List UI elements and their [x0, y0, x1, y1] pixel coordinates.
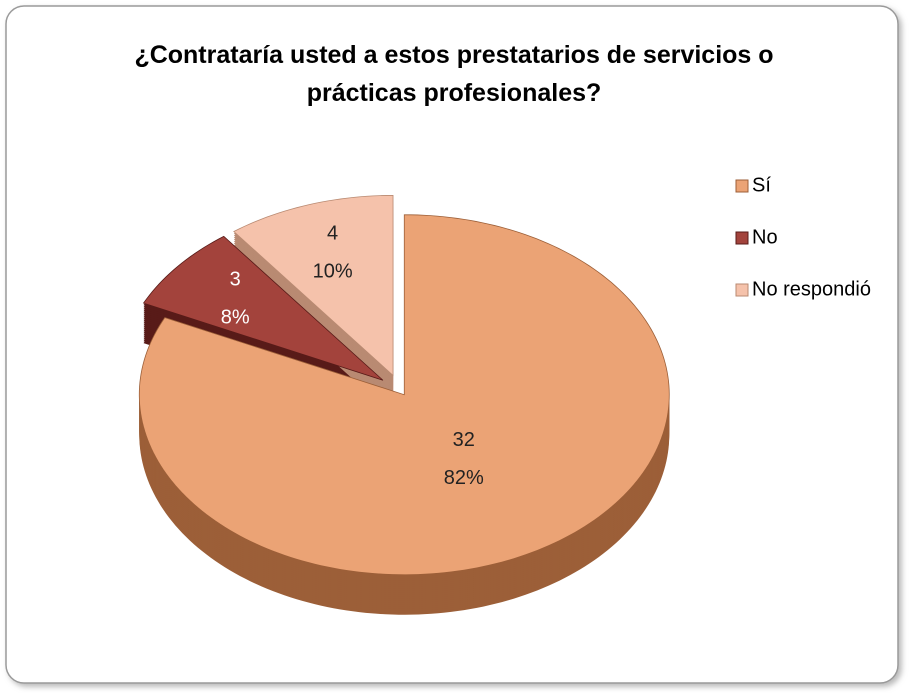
chart-title: ¿Contrataría usted a estos prestatarios … — [134, 41, 773, 107]
pie — [138, 194, 670, 615]
data-label: 4 — [327, 223, 338, 245]
data-label: 3 — [230, 269, 241, 291]
data-label: 8% — [221, 307, 250, 329]
data-label: 10% — [313, 261, 353, 283]
legend-label: No — [752, 226, 778, 248]
data-label: 82% — [444, 467, 484, 489]
legend-label: Sí — [752, 174, 771, 196]
data-label: 32 — [453, 429, 475, 451]
legend-swatch — [735, 231, 749, 245]
slice — [138, 214, 670, 576]
legend-label: No respondió — [752, 278, 871, 300]
legend-swatch — [735, 179, 749, 193]
slice — [142, 235, 384, 381]
legend-swatch — [735, 283, 749, 297]
slice — [233, 194, 394, 377]
